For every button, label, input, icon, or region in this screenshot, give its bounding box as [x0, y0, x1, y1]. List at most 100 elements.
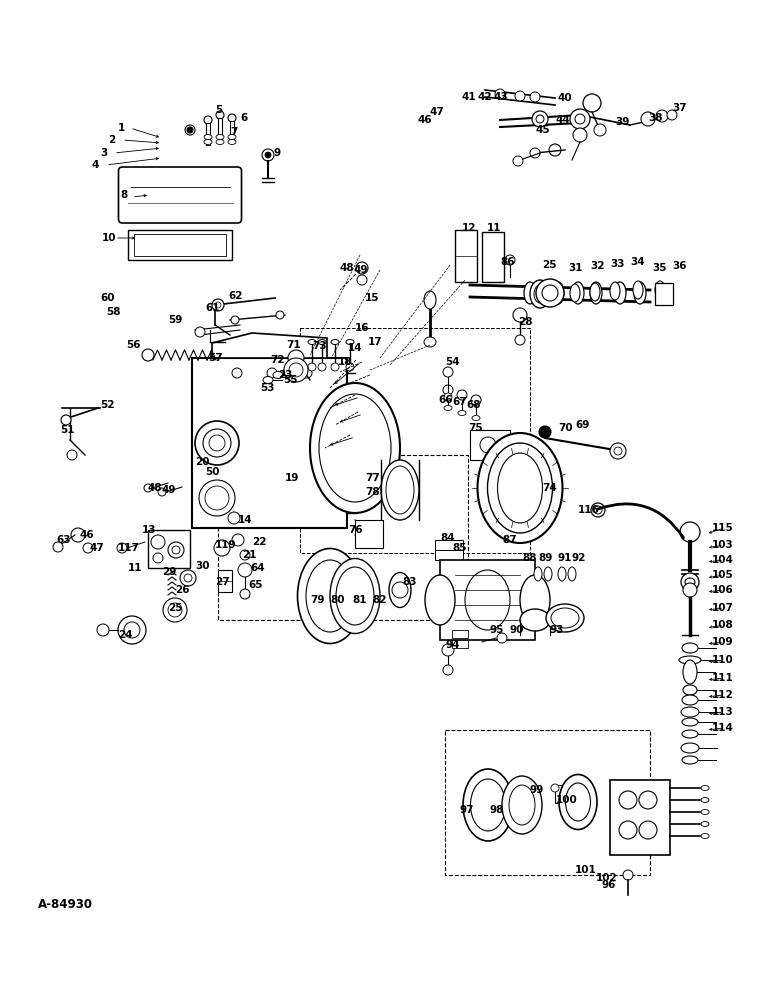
Ellipse shape	[478, 433, 563, 543]
Ellipse shape	[701, 786, 709, 790]
Text: 15: 15	[365, 293, 380, 303]
Ellipse shape	[682, 730, 698, 738]
Ellipse shape	[216, 139, 224, 144]
Text: 79: 79	[310, 595, 324, 605]
Circle shape	[495, 89, 505, 99]
Text: 60: 60	[100, 293, 114, 303]
Circle shape	[443, 385, 453, 395]
Text: 57: 57	[208, 353, 222, 363]
Ellipse shape	[610, 282, 620, 300]
Text: 106: 106	[712, 585, 733, 595]
Ellipse shape	[310, 383, 400, 513]
Circle shape	[267, 368, 277, 378]
Text: 117: 117	[118, 543, 140, 553]
Text: 112: 112	[712, 690, 733, 700]
Ellipse shape	[566, 783, 591, 821]
Text: 28: 28	[518, 317, 533, 327]
Ellipse shape	[683, 660, 697, 684]
Ellipse shape	[216, 134, 224, 139]
Circle shape	[480, 437, 496, 453]
Ellipse shape	[520, 575, 550, 625]
Circle shape	[97, 624, 109, 636]
Circle shape	[142, 349, 154, 361]
Ellipse shape	[263, 376, 273, 383]
Text: 70: 70	[558, 423, 573, 433]
Text: 14: 14	[238, 515, 252, 525]
Text: 103: 103	[712, 540, 733, 550]
Circle shape	[457, 390, 467, 400]
Text: 17: 17	[368, 337, 383, 347]
Circle shape	[204, 116, 212, 124]
Ellipse shape	[425, 575, 455, 625]
Text: 52: 52	[100, 400, 114, 410]
Bar	[206, 123, 210, 145]
Circle shape	[209, 435, 225, 451]
Text: 92: 92	[572, 553, 587, 563]
Ellipse shape	[614, 282, 626, 304]
Text: 110: 110	[712, 655, 733, 665]
Ellipse shape	[470, 779, 506, 831]
Circle shape	[639, 791, 657, 809]
Text: 29: 29	[162, 567, 176, 577]
Ellipse shape	[572, 282, 584, 304]
Text: 88: 88	[522, 553, 537, 563]
Circle shape	[536, 115, 544, 123]
Ellipse shape	[472, 416, 480, 420]
Text: 53: 53	[260, 383, 275, 393]
Circle shape	[231, 316, 239, 324]
Text: 64: 64	[250, 563, 265, 573]
Circle shape	[614, 447, 622, 455]
Text: 2: 2	[108, 135, 115, 145]
Text: 8: 8	[120, 190, 127, 200]
Text: 113: 113	[712, 707, 733, 717]
Circle shape	[240, 589, 250, 599]
Ellipse shape	[306, 560, 354, 632]
Bar	[230, 121, 234, 143]
Text: 33: 33	[610, 259, 625, 269]
Ellipse shape	[634, 282, 646, 304]
Ellipse shape	[685, 578, 695, 586]
Ellipse shape	[487, 443, 553, 533]
Text: 34: 34	[630, 257, 645, 267]
Bar	[128, 230, 232, 260]
Circle shape	[232, 534, 244, 546]
Text: 119: 119	[215, 540, 237, 550]
Text: 73: 73	[312, 341, 327, 351]
Circle shape	[168, 542, 184, 558]
Text: 74: 74	[542, 483, 557, 493]
Text: 47: 47	[90, 543, 105, 553]
Circle shape	[158, 488, 166, 496]
Text: 86: 86	[500, 257, 514, 267]
Text: 20: 20	[195, 457, 209, 467]
Ellipse shape	[590, 282, 602, 304]
Text: 111: 111	[712, 673, 733, 683]
Text: 9: 9	[273, 148, 280, 158]
Text: 95: 95	[490, 625, 504, 635]
Circle shape	[187, 127, 193, 133]
Text: 89: 89	[538, 553, 553, 563]
Circle shape	[185, 125, 195, 135]
Text: 68: 68	[466, 400, 480, 410]
Text: 105: 105	[712, 570, 733, 580]
Text: 82: 82	[372, 595, 387, 605]
Text: 96: 96	[602, 880, 616, 890]
Circle shape	[639, 821, 657, 839]
Text: 45: 45	[535, 125, 550, 135]
Ellipse shape	[318, 340, 326, 344]
Ellipse shape	[520, 609, 550, 631]
Text: 25: 25	[168, 603, 182, 613]
Circle shape	[151, 535, 165, 549]
Ellipse shape	[331, 340, 339, 344]
Ellipse shape	[701, 822, 709, 826]
Text: 12: 12	[462, 223, 476, 233]
Ellipse shape	[559, 774, 597, 830]
Circle shape	[302, 368, 312, 378]
Circle shape	[118, 616, 146, 644]
Ellipse shape	[502, 776, 542, 834]
Ellipse shape	[655, 281, 665, 299]
Text: 39: 39	[615, 117, 629, 127]
Ellipse shape	[424, 291, 436, 309]
Ellipse shape	[679, 656, 701, 664]
Text: 81: 81	[352, 595, 367, 605]
Circle shape	[346, 363, 354, 371]
